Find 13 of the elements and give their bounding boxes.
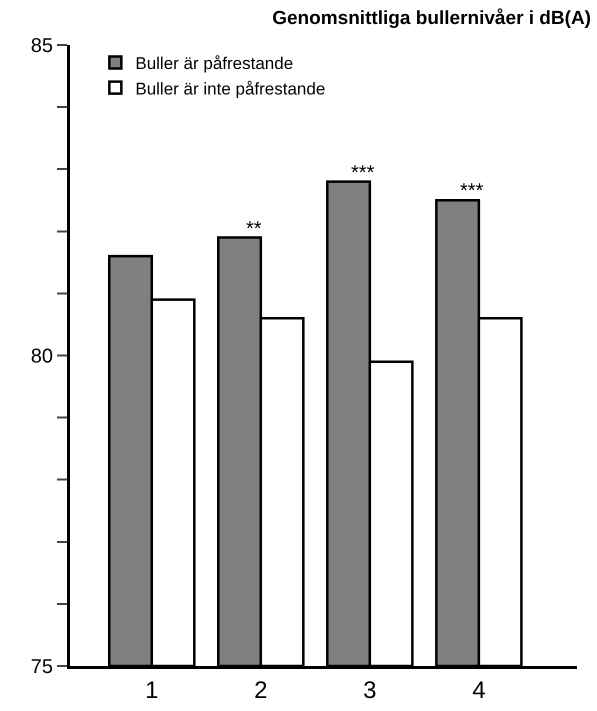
x-tick-label: 4: [472, 676, 486, 704]
annotation: ***: [351, 162, 375, 184]
y-tick-label: 85: [30, 35, 53, 57]
legend-label: Buller är påfrestande: [135, 54, 294, 74]
chart-title: Genomsnittliga bullernivåer i dB(A): [272, 8, 592, 29]
y-tick-label: 80: [30, 346, 53, 368]
annotation: **: [246, 218, 262, 240]
annotation: ***: [460, 180, 484, 202]
y-tick-label: 75: [30, 656, 53, 678]
x-tick-label: 1: [145, 676, 158, 704]
x-tick-label: 2: [254, 676, 268, 704]
legend-label: Buller är inte påfrestande: [135, 79, 326, 98]
x-tick-label: 3: [363, 676, 377, 704]
